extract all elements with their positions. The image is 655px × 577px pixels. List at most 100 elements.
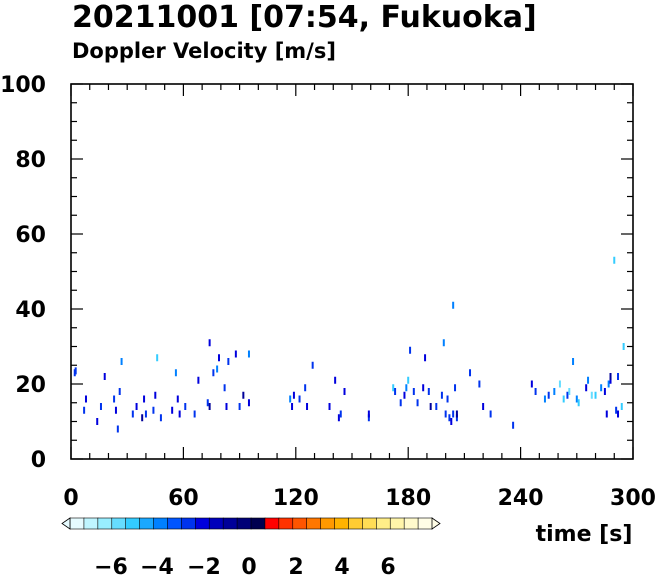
data-point [609,373,612,380]
data-point [572,358,575,365]
data-point [489,410,492,418]
data-point [622,343,625,350]
colorbar-tick-label: 2 [288,555,303,577]
data-point [206,399,209,407]
data-point [603,388,606,395]
data-point [304,384,307,392]
data-point [212,369,215,377]
data-point [407,376,410,384]
colorbar-swatch [125,517,141,530]
data-point [159,414,162,422]
chart-title: 20211001 [07:54, Fukuoka] [72,0,537,35]
data-point [553,388,556,395]
data-point [208,403,211,410]
data-point [577,399,580,407]
data-point [197,376,200,384]
data-point [512,421,515,429]
y-tick-label: 80 [15,148,46,173]
data-point [568,388,571,395]
data-point [422,384,425,392]
data-point [547,391,550,399]
colorbar-max-arrow [431,517,441,530]
y-axis-tick-labels: 0 20 40 60 80 100 [0,73,46,473]
data-point [609,376,612,384]
x-axis-label: time [s] [536,522,633,547]
colorbar-tick-labels: −6 −4 −2 0 2 4 6 [94,555,396,577]
data-point [435,403,438,410]
data-point [242,391,245,399]
data-point [455,414,458,422]
data-point [585,384,588,392]
colorbar-swatch [278,517,294,530]
data-point [427,388,430,395]
data-point [399,399,402,407]
data-point [247,399,250,407]
data-point [334,376,337,384]
data-point [113,395,116,403]
data-point [429,403,432,410]
y-tick-label: 40 [15,298,46,323]
colorbar-swatch [417,517,433,530]
colorbar-swatch [153,517,169,530]
data-point [114,406,117,414]
data-point [367,414,370,422]
data-point [238,403,241,410]
data-point [131,410,134,418]
data-point [223,384,226,392]
colorbar-swatch [292,517,308,530]
data-point [394,388,397,395]
colorbar-swatch [376,517,391,530]
data-point [174,369,177,377]
data-point [154,391,157,399]
plot-background [71,84,633,459]
data-point [118,388,121,395]
data-point [600,384,603,392]
data-point [455,410,458,418]
data-point [289,395,292,403]
data-point [566,391,569,399]
colorbar-swatch [320,517,336,530]
data-point [120,358,123,365]
plot-frame [70,83,634,460]
colorbar-swatch [403,517,419,530]
data-point [534,388,537,395]
data-point [234,350,237,358]
data-point [116,425,119,433]
data-point [450,418,453,425]
colorbar-swatch [362,517,377,530]
colorbar [61,517,441,530]
data-point [184,403,187,410]
colorbar-swatch [334,517,350,530]
y-tick-label: 20 [15,373,46,398]
data-point [298,395,301,403]
colorbar-tick-label: −6 [94,555,128,577]
data-point [291,403,294,410]
data-point [103,373,106,380]
colorbar-min-arrow [61,517,71,530]
colorbar-swatch [250,517,266,530]
plot-area [70,83,634,460]
data-point [339,410,342,418]
data-point [367,410,370,418]
y-tick-label: 60 [15,223,46,248]
x-tick-label: 0 [63,486,78,511]
data-point [247,350,250,358]
data-point [405,384,408,392]
data-point [216,365,219,373]
data-point [193,410,196,418]
data-point [452,410,455,418]
y-tick-label: 0 [31,448,46,473]
colorbar-swatch [222,517,238,530]
y-tick-label: 100 [0,73,46,98]
data-point [403,391,406,399]
data-point [478,380,481,388]
data-point [446,395,449,403]
data-point [442,339,445,347]
data-point [454,384,457,392]
colorbar-swatch [348,517,363,530]
data-point [416,399,419,407]
data-point [448,414,451,422]
data-point [409,346,412,354]
data-point [176,395,179,403]
